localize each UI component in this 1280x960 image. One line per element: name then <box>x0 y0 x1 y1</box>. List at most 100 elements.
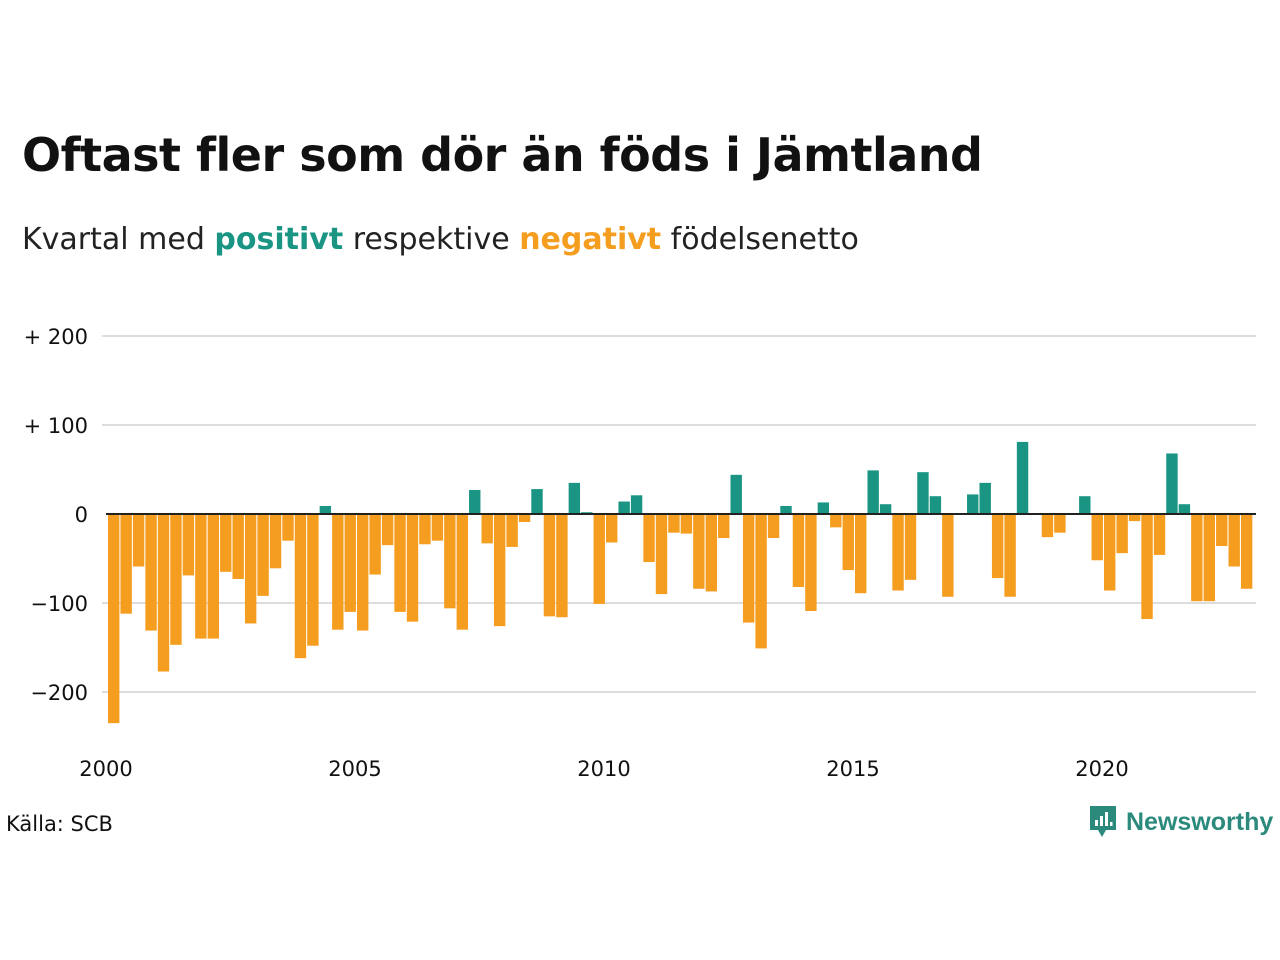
negative-bar <box>1004 514 1016 597</box>
positive-bar <box>1178 504 1191 514</box>
negative-bar <box>145 514 157 631</box>
negative-bar <box>606 514 618 543</box>
positive-bar <box>618 501 630 514</box>
positive-bar <box>879 504 892 514</box>
negative-bar <box>1116 514 1128 554</box>
subtitle-positive-label: positivt <box>214 222 344 257</box>
negative-bar <box>132 514 145 567</box>
negative-bar <box>182 514 195 576</box>
negative-bar <box>357 514 369 631</box>
negative-bar <box>394 514 406 612</box>
negative-bar <box>1091 514 1103 561</box>
negative-bar <box>668 514 680 533</box>
grid-lines <box>102 335 1256 693</box>
negative-bar <box>942 514 954 597</box>
negative-bar <box>481 514 493 544</box>
negative-bar <box>518 514 531 523</box>
negative-bar <box>855 514 867 594</box>
bars <box>108 441 1253 724</box>
negative-bar <box>1228 514 1240 567</box>
negative-bar <box>693 514 705 589</box>
negative-bar <box>444 514 456 609</box>
chart-subtitle: Kvartal med positivt respektive negativt… <box>22 222 859 257</box>
positive-bar <box>967 494 979 514</box>
negative-bar <box>294 514 307 659</box>
negative-bar <box>344 514 356 612</box>
negative-bar <box>556 514 568 618</box>
negative-bar <box>419 514 431 545</box>
negative-bar <box>506 514 518 547</box>
source-note: Källa: SCB <box>6 812 113 836</box>
x-axis-ticks: 2000 2005 2010 2015 2020 <box>79 757 1128 781</box>
subtitle-negative-label: negativt <box>519 222 662 257</box>
y-tick-label: −100 <box>30 592 88 616</box>
negative-bar <box>1153 514 1166 555</box>
positive-bar <box>867 470 879 514</box>
negative-bar <box>842 514 854 571</box>
negative-bar <box>593 514 605 604</box>
negative-bar <box>456 514 468 630</box>
negative-bar <box>742 514 755 623</box>
positive-bar <box>1079 496 1091 514</box>
positive-bar <box>568 482 581 514</box>
negative-bar <box>904 514 917 580</box>
x-tick-label: 2000 <box>79 757 132 781</box>
negative-bar <box>680 514 693 534</box>
negative-bar <box>655 514 668 595</box>
negative-bar <box>543 514 556 617</box>
positive-bar <box>531 489 543 514</box>
negative-bar <box>892 514 904 591</box>
subtitle-middle: respektive <box>343 222 520 257</box>
negative-bar <box>220 514 232 572</box>
positive-bar <box>1016 441 1029 514</box>
negative-bar <box>718 514 730 539</box>
positive-bar <box>469 489 481 514</box>
negative-bar <box>244 514 257 624</box>
y-tick-label: + 100 <box>24 414 88 438</box>
negative-bar <box>805 514 817 612</box>
positive-bar <box>780 505 792 514</box>
positive-bar <box>817 502 830 514</box>
negative-bar <box>332 514 344 630</box>
positive-bar <box>929 496 942 514</box>
x-tick-label: 2020 <box>1075 757 1128 781</box>
logo-text: Newsworthy <box>1126 807 1274 836</box>
negative-bar <box>1191 514 1203 602</box>
negative-bar <box>1240 514 1253 589</box>
negative-bar <box>493 514 506 627</box>
negative-bar <box>381 514 394 546</box>
negative-bar <box>1054 514 1066 533</box>
y-tick-label: 0 <box>75 503 88 527</box>
positive-bar <box>917 472 929 514</box>
negative-bar <box>830 514 842 528</box>
negative-bar <box>705 514 717 592</box>
x-tick-label: 2010 <box>577 757 630 781</box>
positive-bar <box>319 505 332 514</box>
negative-bar <box>1141 514 1153 620</box>
negative-bar <box>431 514 444 541</box>
y-tick-label: + 200 <box>24 325 88 349</box>
bar-chart: + 200 + 100 0 −100 −200 2000 2005 2010 2015 2020 <box>24 325 1256 781</box>
newsworthy-logo-icon <box>1090 806 1116 837</box>
negative-bar <box>755 514 767 649</box>
negative-bar <box>170 514 182 645</box>
negative-bar <box>1203 514 1215 602</box>
negative-bar <box>1104 514 1116 591</box>
negative-bar <box>767 514 780 539</box>
negative-bar <box>257 514 269 596</box>
negative-bar <box>307 514 319 646</box>
negative-bar <box>369 514 381 575</box>
negative-bar <box>232 514 244 579</box>
negative-bar <box>1128 514 1141 522</box>
positive-bar <box>630 495 643 514</box>
negative-bar <box>991 514 1004 579</box>
negative-bar <box>269 514 282 569</box>
positive-bar <box>730 474 742 514</box>
subtitle-suffix: födelsenetto <box>661 222 859 257</box>
negative-bar <box>1216 514 1228 547</box>
positive-bar <box>1166 453 1178 514</box>
positive-bar <box>979 482 991 514</box>
negative-bar <box>195 514 207 639</box>
negative-bar <box>108 514 120 724</box>
negative-bar <box>792 514 805 587</box>
